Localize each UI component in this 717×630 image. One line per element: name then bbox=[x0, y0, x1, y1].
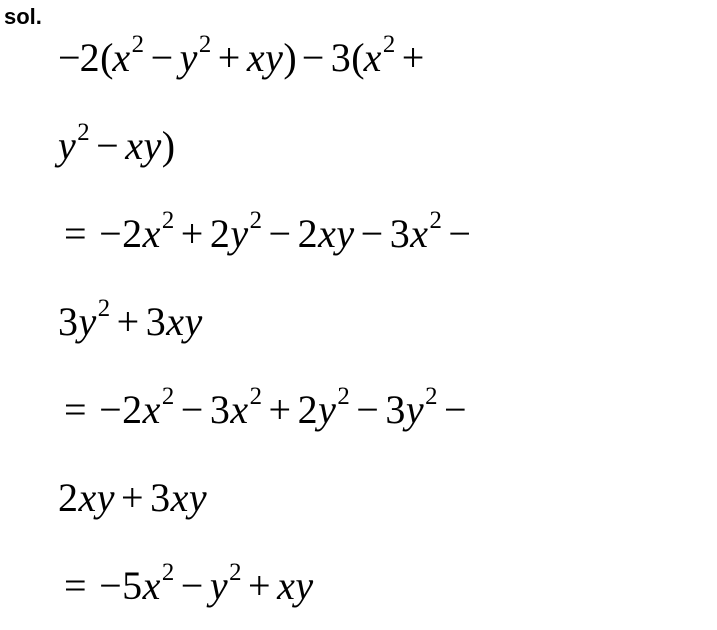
solution-label: sol. bbox=[4, 4, 42, 30]
math-line-3: =−2x2+2y2−2xy−3x2− bbox=[58, 190, 698, 278]
math-line-1: −2(x2−y2+xy)−3(x2+ bbox=[58, 14, 698, 102]
math-solution-block: −2(x2−y2+xy)−3(x2+ y2−xy) =−2x2+2y2−2xy−… bbox=[58, 14, 698, 630]
math-line-7: =−5x2−y2+xy bbox=[58, 542, 698, 630]
math-line-4: 3y2+3xy bbox=[58, 278, 698, 366]
math-line-5: =−2x2−3x2+2y2−3y2− bbox=[58, 366, 698, 454]
math-line-6: 2xy+3xy bbox=[58, 454, 698, 542]
math-line-2: y2−xy) bbox=[58, 102, 698, 190]
